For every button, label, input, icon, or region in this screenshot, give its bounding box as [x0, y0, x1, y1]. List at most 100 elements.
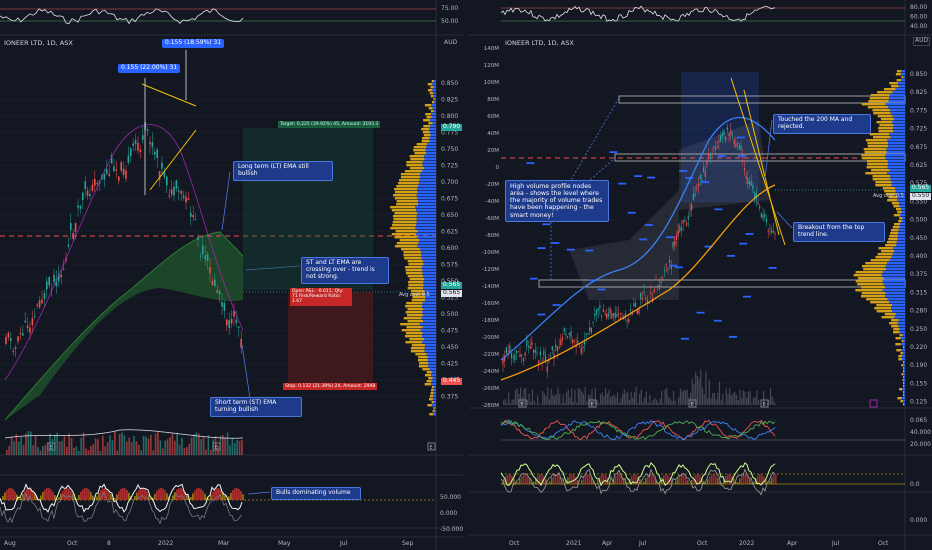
right-volume-bar — [735, 394, 738, 405]
right-note-breakout: Breakout from the top trend line. — [793, 222, 885, 242]
right-earnings-mark[interactable] — [760, 399, 769, 408]
right-candle — [580, 348, 582, 353]
right-volume-profile-bar — [855, 289, 883, 292]
right-price-tick: 0.850 — [910, 71, 927, 78]
right-volume-bar — [664, 389, 666, 405]
left-earnings-mark[interactable] — [427, 442, 436, 451]
right-earnings-mark[interactable] — [518, 399, 527, 408]
left-volume-profile-bar — [421, 257, 436, 260]
right-osc-bar — [665, 474, 667, 484]
left-candle — [178, 190, 180, 192]
right-currency-badge[interactable]: AUD — [913, 37, 931, 46]
left-candle — [142, 135, 144, 140]
left-volume-profile-bar — [422, 161, 436, 164]
right-symbol-title[interactable]: IONEER LTD, 1D, ASX — [505, 39, 574, 47]
right-volume-bar — [543, 393, 545, 405]
right-osc-bar — [701, 477, 703, 484]
right-candle — [505, 347, 507, 354]
right-osc-bar — [679, 474, 681, 484]
left-volume-profile-bar — [427, 83, 433, 86]
right-earnings-mark[interactable] — [588, 399, 597, 408]
right-volume-bar — [722, 393, 724, 405]
right-chart-panel[interactable]: 80.00 60.00 40.00 140M 120M 100M 80M 60M 40M 20M 0… — [469, 0, 932, 550]
right-osc-bar — [587, 474, 589, 484]
right-candle — [714, 147, 717, 150]
left-volume-profile-bar — [401, 329, 421, 332]
left-osc-bar — [34, 493, 36, 500]
left-volume-profile-bar — [416, 218, 436, 221]
right-earnings-mark[interactable] — [688, 399, 697, 408]
right-candle — [769, 228, 771, 230]
right-osc-bar — [691, 479, 693, 484]
right-volume-profile-bar — [898, 232, 905, 235]
left-volume-profile-bar — [421, 254, 436, 257]
right-volume-profile-bar — [898, 229, 905, 232]
right-volume-bar — [625, 393, 627, 405]
right-volume-bar — [715, 399, 717, 405]
right-volume-bar — [749, 390, 751, 405]
left-volume-profile-bar — [416, 143, 428, 146]
right-volume-profile-bar — [865, 139, 888, 142]
left-candle — [238, 326, 240, 328]
left-volume-profile-bar — [422, 266, 436, 269]
right-volume-bar — [601, 392, 603, 405]
right-note-hvn: High volume profile nodes area - shows t… — [505, 180, 609, 222]
left-candle — [166, 176, 168, 186]
right-osc-bar — [589, 474, 591, 484]
right-volume-profile-bar — [893, 328, 900, 331]
left-stop-zone — [288, 292, 373, 384]
right-candle — [772, 230, 774, 233]
right-osc-bar — [585, 474, 587, 484]
left-volume-bar — [226, 432, 229, 455]
left-currency-badge[interactable]: AUD — [444, 39, 458, 46]
right-earnings-future[interactable] — [869, 399, 878, 408]
right-vp-marker — [704, 245, 713, 248]
left-volume-bar — [94, 438, 97, 455]
right-volume-bar — [504, 398, 506, 405]
right-volume-bar — [567, 389, 569, 405]
right-volume-bar — [773, 400, 775, 405]
left-volume-profile-bar — [419, 323, 436, 326]
right-osc-bar — [739, 478, 741, 484]
left-candle — [197, 236, 199, 240]
right-volume-profile-bar — [895, 190, 905, 193]
left-price-tick: 0.850 — [441, 80, 458, 87]
right-candle — [602, 309, 604, 312]
right-volume-profile-bar — [904, 391, 905, 394]
left-candle — [173, 186, 175, 196]
right-volume-profile-bar — [890, 112, 905, 115]
right-candle — [517, 351, 519, 353]
left-volume-bar — [178, 444, 181, 455]
left-symbol-title[interactable]: IONEER LTD, 1D, ASX — [4, 39, 73, 47]
right-volume-bar — [686, 389, 688, 405]
right-price-tick: 0.500 — [910, 217, 927, 224]
right-volume-tick: -160M — [482, 301, 499, 307]
right-volume-profile-bar — [903, 403, 905, 406]
right-volume-tick: 100M — [484, 80, 499, 86]
left-candle — [36, 304, 38, 306]
left-volume-profile-bar — [422, 314, 436, 317]
right-volume-bar — [620, 398, 622, 405]
right-volume-bar — [628, 400, 630, 405]
left-volume-profile-bar — [429, 137, 436, 140]
left-rsi-line — [0, 8, 244, 25]
left-volume-bar — [15, 434, 18, 455]
left-chart-canvas[interactable]: 75.00 50.00 0.850 0.825 0.800 0.775 0.750 0.725… — [0, 0, 463, 550]
left-volume-bar — [85, 448, 87, 455]
left-osc-bar — [162, 488, 164, 500]
left-osc-signal — [0, 491, 243, 525]
left-osc-bar — [28, 488, 30, 500]
left-volume-profile-bar — [425, 296, 436, 299]
right-chart-canvas[interactable]: 80.00 60.00 40.00 140M 120M 100M 80M 60M 40M 20M 0… — [469, 0, 932, 550]
left-earnings-mark[interactable] — [47, 442, 56, 451]
left-volume-profile-bar — [416, 233, 436, 236]
right-volume-tick: -60M — [485, 216, 499, 222]
left-candle — [185, 196, 187, 203]
left-volume-profile-bar — [426, 371, 432, 374]
right-volume-profile-bar — [901, 397, 905, 400]
left-earnings-mark[interactable] — [212, 442, 221, 451]
left-chart-panel[interactable]: 75.00 50.00 0.850 0.825 0.800 0.775 0.750 0.725… — [0, 0, 463, 550]
left-candle — [82, 192, 84, 201]
right-volume-bar — [690, 392, 692, 405]
left-trend-lower — [149, 129, 197, 191]
